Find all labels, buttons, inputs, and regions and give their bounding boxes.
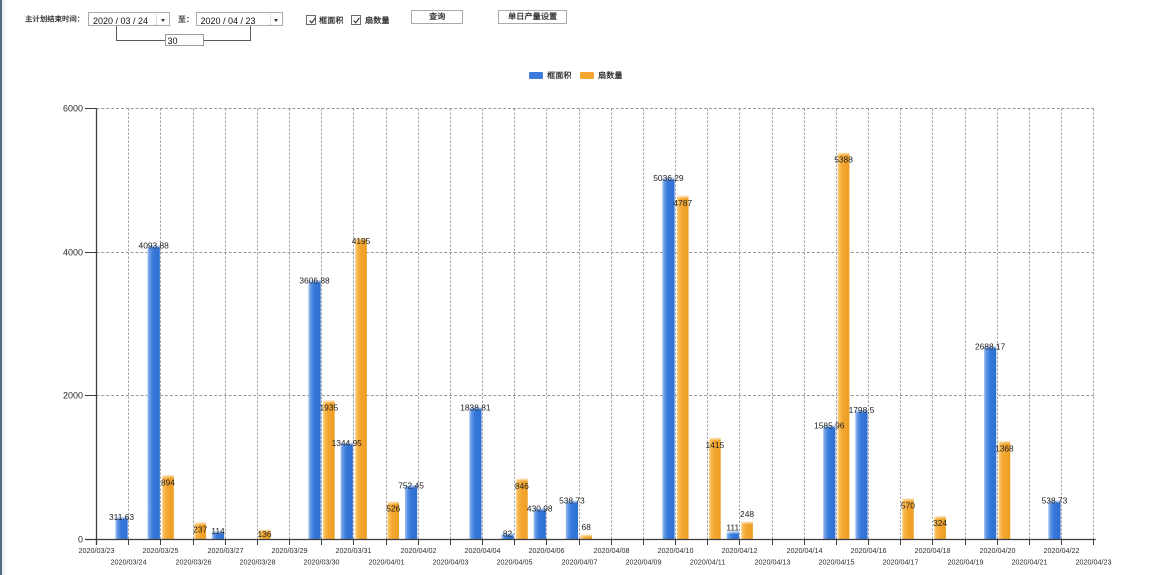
svg-text:538.73: 538.73 [559,496,585,506]
svg-text:2020/03/31: 2020/03/31 [336,546,372,555]
svg-text:526: 526 [386,504,400,514]
svg-text:2020/04/05: 2020/04/05 [497,558,533,567]
svg-text:2020/03/30: 2020/03/30 [304,558,340,567]
svg-text:2020/04/03: 2020/04/03 [433,558,469,567]
svg-text:2020/03/29: 2020/03/29 [272,546,308,555]
svg-text:5388: 5388 [834,155,853,165]
svg-text:2020/03/25: 2020/03/25 [143,546,179,555]
svg-text:1838.81: 1838.81 [460,402,491,412]
svg-text:2020/04/23: 2020/04/23 [1076,558,1112,567]
svg-text:2020/04/20: 2020/04/20 [980,546,1016,555]
svg-text:2020/04/16: 2020/04/16 [851,546,887,555]
svg-text:311.63: 311.63 [109,512,134,522]
svg-text:0: 0 [78,535,83,545]
svg-text:4000: 4000 [63,248,83,258]
svg-text:324: 324 [933,518,947,528]
svg-text:894: 894 [161,477,175,487]
svg-text:2020/04/11: 2020/04/11 [690,558,725,567]
svg-text:1368: 1368 [995,443,1014,453]
svg-text:2020/04/19: 2020/04/19 [948,558,984,567]
svg-text:4787: 4787 [673,198,692,208]
svg-text:2020/04/10: 2020/04/10 [658,546,694,555]
svg-text:2020/04/08: 2020/04/08 [594,546,630,555]
svg-text:4195: 4195 [352,236,371,246]
svg-text:82: 82 [503,528,513,538]
svg-text:2688.17: 2688.17 [975,341,1006,351]
svg-text:2020/03/28: 2020/03/28 [240,558,276,567]
svg-text:2020/04/06: 2020/04/06 [529,546,565,555]
svg-text:2020/04/14: 2020/04/14 [787,546,823,555]
svg-text:570: 570 [901,501,915,511]
svg-text:1798.5: 1798.5 [849,405,875,415]
svg-text:846: 846 [515,481,529,491]
svg-text:2020/04/17: 2020/04/17 [883,558,919,567]
svg-text:2020/04/01: 2020/04/01 [369,558,405,567]
svg-text:5036.29: 5036.29 [653,173,684,183]
svg-text:2020/04/09: 2020/04/09 [626,558,662,567]
svg-text:2020/04/13: 2020/04/13 [755,558,791,567]
svg-text:538.73: 538.73 [1042,496,1068,506]
svg-text:1935: 1935 [320,403,339,413]
svg-text:430.98: 430.98 [527,503,553,513]
svg-text:3606.88: 3606.88 [299,275,330,285]
svg-text:2020/04/07: 2020/04/07 [562,558,598,567]
svg-text:68: 68 [582,522,592,532]
svg-text:752.45: 752.45 [398,480,424,490]
svg-text:2020/03/23: 2020/03/23 [79,546,115,555]
svg-text:2000: 2000 [63,391,83,401]
svg-text:1344.95: 1344.95 [332,438,363,448]
svg-text:2020/04/15: 2020/04/15 [819,558,855,567]
svg-text:136: 136 [258,529,272,539]
svg-text:1415: 1415 [706,440,725,450]
svg-text:2020/03/26: 2020/03/26 [176,558,212,567]
svg-text:2020/04/21: 2020/04/21 [1012,558,1048,567]
svg-text:114: 114 [211,526,225,536]
svg-text:248: 248 [740,509,754,519]
svg-text:2020/04/04: 2020/04/04 [465,546,501,555]
svg-text:2020/04/02: 2020/04/02 [401,546,437,555]
svg-text:2020/04/12: 2020/04/12 [722,546,758,555]
svg-text:111: 111 [726,522,739,532]
svg-text:2020/03/27: 2020/03/27 [208,546,244,555]
svg-text:2020/04/22: 2020/04/22 [1044,546,1080,555]
svg-text:2020/04/18: 2020/04/18 [915,546,951,555]
svg-text:237: 237 [193,524,207,534]
svg-text:4093.88: 4093.88 [139,240,170,250]
svg-text:2020/03/24: 2020/03/24 [111,558,147,567]
svg-text:1585.96: 1585.96 [814,420,845,430]
svg-text:6000: 6000 [63,104,83,114]
